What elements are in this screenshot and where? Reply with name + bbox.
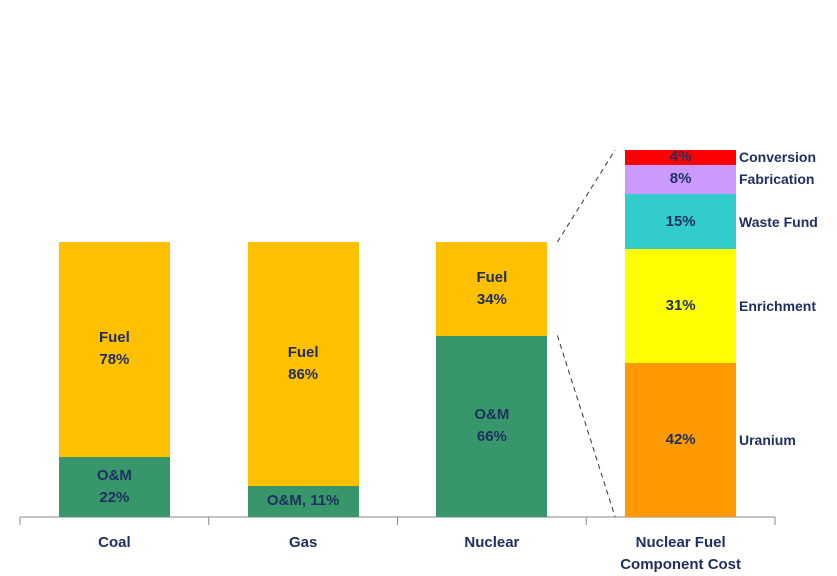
bar-segment [625, 194, 737, 250]
x-tick-label: Nuclear [464, 534, 520, 551]
bar-segment [625, 249, 737, 363]
data-label: 42% [665, 430, 696, 448]
legend-label: Uranium [739, 431, 796, 448]
data-label: O&M 22% [96, 466, 132, 506]
data-label: 15% [665, 212, 696, 230]
legend-label: Fabrication [739, 171, 815, 188]
connector [556, 149, 616, 243]
bar-segment [58, 456, 170, 517]
bar-segment [625, 150, 737, 165]
bar-segment [436, 335, 548, 517]
bar-segment [58, 242, 170, 457]
data-label: 31% [665, 296, 696, 314]
legend-label: Waste Fund [739, 213, 818, 230]
x-tick-label: Coal [98, 534, 131, 551]
bar-segment [247, 242, 359, 486]
data-label: O&M, 11% [266, 492, 340, 510]
legend-label: Conversion [739, 149, 817, 166]
bar-segment [247, 485, 359, 517]
legend-label: Enrichment [739, 297, 817, 314]
connector [556, 335, 616, 518]
data-label: 4% [669, 148, 692, 166]
data-label: O&M 66% [474, 406, 510, 446]
bar-segment [625, 362, 737, 517]
bar-segment [436, 242, 548, 336]
data-label: Fuel 34% [476, 268, 508, 308]
data-label: Fuel 86% [287, 343, 319, 383]
x-tick-label: Gas [288, 534, 318, 551]
bar-segment [625, 164, 737, 195]
data-label: Fuel 78% [98, 329, 130, 369]
x-tick-label: Nuclear Fuel Component Cost [620, 534, 742, 573]
data-label: 8% [669, 170, 692, 188]
